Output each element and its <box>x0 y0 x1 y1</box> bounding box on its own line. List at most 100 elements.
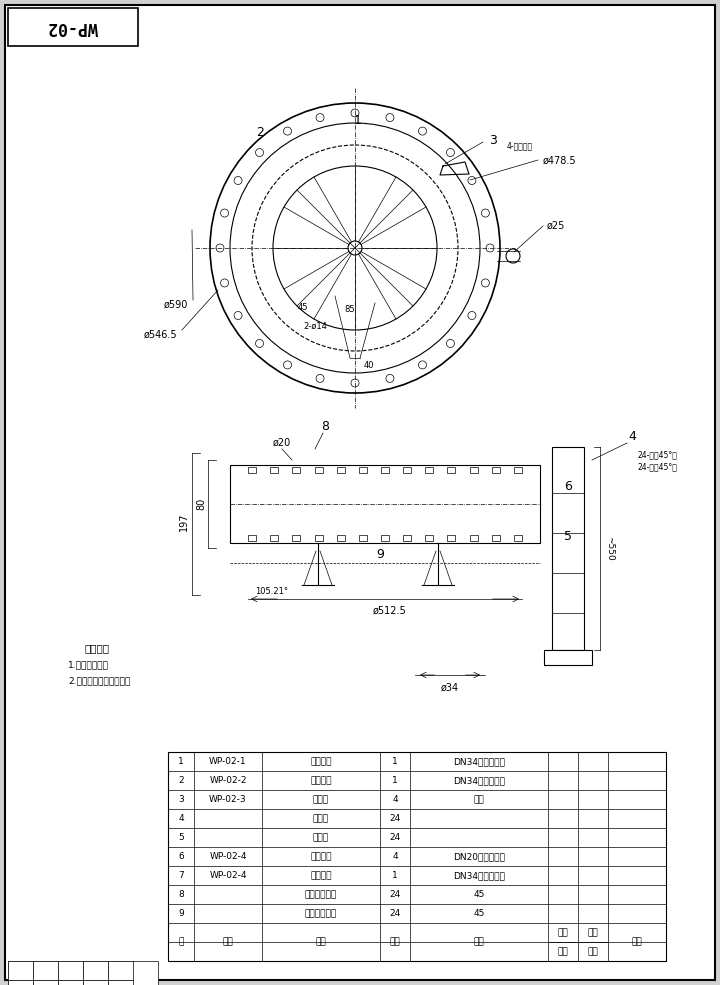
Text: 24: 24 <box>390 909 400 918</box>
Bar <box>292 535 300 541</box>
Text: 进水接头: 进水接头 <box>310 852 332 861</box>
Bar <box>381 535 389 541</box>
Text: 9: 9 <box>178 909 184 918</box>
Bar <box>8 8 138 46</box>
Text: WP-02-2: WP-02-2 <box>210 776 247 785</box>
Bar <box>33 980 58 985</box>
Bar <box>403 467 411 473</box>
Text: 40: 40 <box>364 361 374 370</box>
Text: 序: 序 <box>179 938 184 947</box>
Text: 名称: 名称 <box>315 938 326 947</box>
Text: 封头盖: 封头盖 <box>313 795 329 804</box>
Bar <box>33 961 58 980</box>
Text: WP-02-3: WP-02-3 <box>210 795 247 804</box>
Bar <box>492 467 500 473</box>
Bar <box>359 535 367 541</box>
Text: 螺旋弹片圣剪: 螺旋弹片圣剪 <box>305 890 337 899</box>
Text: 197: 197 <box>179 513 189 531</box>
Text: 24: 24 <box>390 833 400 842</box>
Text: 2.除锈处理。表面涂漆。: 2.除锈处理。表面涂漆。 <box>68 677 130 686</box>
Bar <box>514 535 522 541</box>
Bar <box>83 980 108 985</box>
Bar <box>248 535 256 541</box>
Bar <box>108 980 133 985</box>
Text: 80: 80 <box>196 497 206 510</box>
Text: 105.21°: 105.21° <box>256 586 289 596</box>
Text: 1: 1 <box>392 871 398 880</box>
Bar <box>381 467 389 473</box>
Text: ø34: ø34 <box>441 683 459 693</box>
Text: 小接头圈: 小接头圈 <box>310 776 332 785</box>
Text: 件号: 件号 <box>557 947 568 956</box>
Bar <box>270 535 279 541</box>
Text: ø546.5: ø546.5 <box>143 330 177 340</box>
Text: 6: 6 <box>178 852 184 861</box>
Text: ~550: ~550 <box>605 536 614 560</box>
Bar <box>315 535 323 541</box>
Bar <box>514 467 522 473</box>
Bar <box>544 650 592 665</box>
Text: 进水接头: 进水接头 <box>310 871 332 880</box>
Bar <box>359 467 367 473</box>
Text: WP-02-4: WP-02-4 <box>210 852 247 861</box>
Bar <box>58 961 83 980</box>
Text: DN34不锈钓管道: DN34不锈钓管道 <box>453 776 505 785</box>
Text: ø478.5: ø478.5 <box>543 156 577 166</box>
Text: 1: 1 <box>392 757 398 766</box>
Bar <box>292 467 300 473</box>
Text: 1.去除氧化皮。: 1.去除氧化皮。 <box>68 661 109 670</box>
Text: 45: 45 <box>473 909 485 918</box>
Text: 4-螺纹接头: 4-螺纹接头 <box>507 142 533 151</box>
Bar <box>8 961 158 985</box>
Text: 24-螺旋45°管: 24-螺旋45°管 <box>637 463 677 472</box>
Text: WP-02-4: WP-02-4 <box>210 871 247 880</box>
Text: 4: 4 <box>392 852 398 861</box>
Text: 3: 3 <box>178 795 184 804</box>
Bar <box>337 535 345 541</box>
Text: ø512.5: ø512.5 <box>373 606 407 616</box>
Bar <box>230 465 540 543</box>
Text: 45: 45 <box>473 890 485 899</box>
Bar <box>337 467 345 473</box>
Text: 8: 8 <box>178 890 184 899</box>
Text: 1: 1 <box>178 757 184 766</box>
Bar <box>168 752 666 961</box>
Text: 8: 8 <box>321 421 329 433</box>
Text: 6: 6 <box>564 481 572 493</box>
Text: 炒钓: 炒钓 <box>474 795 485 804</box>
Text: ø590: ø590 <box>163 300 188 310</box>
Text: DN34不锈钓管道: DN34不锈钓管道 <box>453 757 505 766</box>
Bar <box>426 467 433 473</box>
Bar <box>248 467 256 473</box>
Text: 5: 5 <box>564 531 572 544</box>
Text: 2: 2 <box>178 776 184 785</box>
Bar <box>8 961 33 980</box>
Text: ø20: ø20 <box>273 438 291 448</box>
Text: 3: 3 <box>489 134 497 147</box>
Bar <box>469 467 477 473</box>
Bar <box>58 980 83 985</box>
Text: WP-02-1: WP-02-1 <box>210 757 247 766</box>
Text: 代号: 代号 <box>222 938 233 947</box>
Bar <box>108 961 133 980</box>
Text: 1: 1 <box>354 113 362 126</box>
Bar <box>447 535 456 541</box>
Bar <box>552 447 584 650</box>
Bar <box>492 535 500 541</box>
Text: 4: 4 <box>178 814 184 823</box>
Bar <box>270 467 279 473</box>
Text: 数量: 数量 <box>390 938 400 947</box>
Text: 材料: 材料 <box>474 938 485 947</box>
Text: 4: 4 <box>392 795 398 804</box>
Bar <box>8 980 33 985</box>
Text: 2-ø14: 2-ø14 <box>303 321 327 331</box>
Bar <box>426 535 433 541</box>
Text: DN20不锈钓管道: DN20不锈钓管道 <box>453 852 505 861</box>
Bar <box>403 535 411 541</box>
Text: 4: 4 <box>628 430 636 443</box>
Text: 螺旋弹片拯圈: 螺旋弹片拯圈 <box>305 909 337 918</box>
Bar <box>469 535 477 541</box>
Text: 5: 5 <box>178 833 184 842</box>
Text: 标准: 标准 <box>557 928 568 937</box>
Text: 大螺母: 大螺母 <box>313 814 329 823</box>
